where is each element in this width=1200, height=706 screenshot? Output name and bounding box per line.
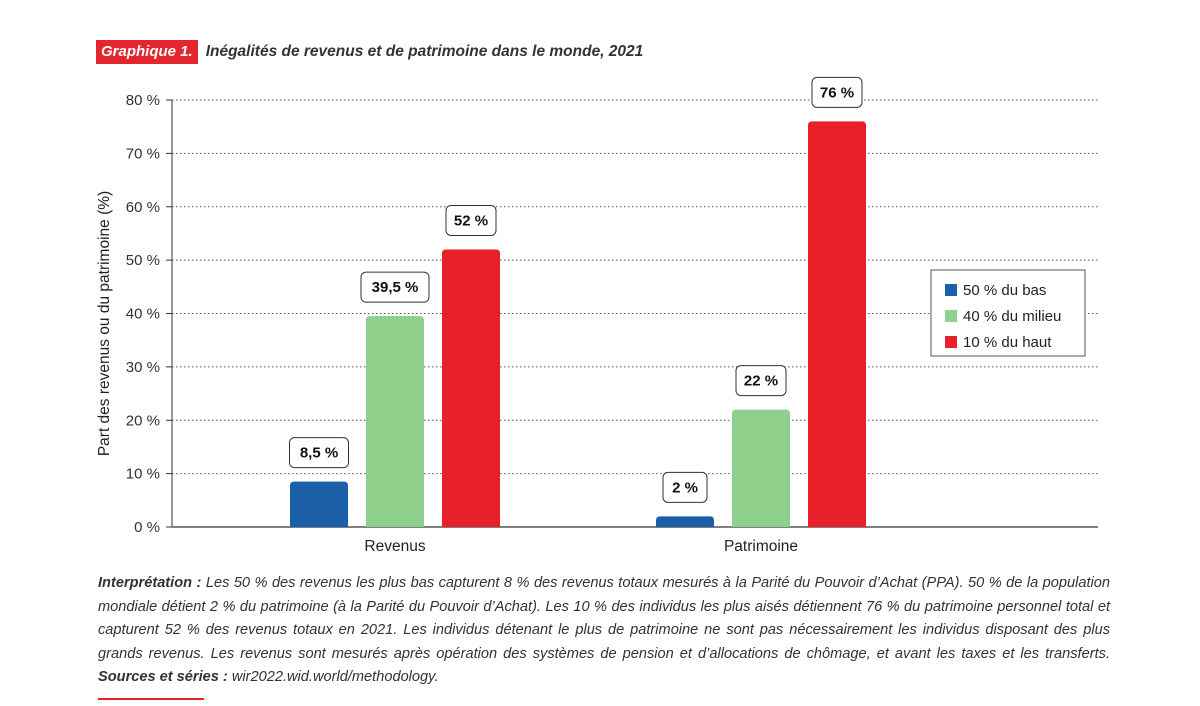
legend-swatch bbox=[945, 336, 957, 348]
data-label-box bbox=[662, 471, 708, 503]
y-tick-label: 10 % bbox=[126, 466, 160, 483]
y-tick-label: 70 % bbox=[126, 145, 160, 162]
data-label-box bbox=[811, 76, 863, 108]
note-lead: Interprétation : bbox=[98, 575, 202, 591]
figure-tag: Graphique 1. bbox=[96, 40, 198, 64]
y-tick-label: 40 % bbox=[126, 306, 160, 323]
legend-swatch bbox=[945, 310, 957, 322]
bar bbox=[290, 481, 348, 527]
note-body: Les 50 % des revenus les plus bas captur… bbox=[98, 575, 1110, 662]
y-tick-label: 30 % bbox=[126, 359, 160, 376]
bar-chart: 0 % 10 % 20 % 30 % 40 % 50 % 60 % 70 % 80 % Part … bbox=[96, 76, 1098, 555]
y-tick-label: 80 % bbox=[126, 92, 160, 109]
data-label: 22 % bbox=[744, 373, 778, 390]
y-axis-label: Part des revenus ou du patrimoine (%) bbox=[96, 191, 113, 456]
bar bbox=[656, 516, 714, 527]
data-label-box bbox=[445, 204, 497, 236]
y-tick-label: 0 % bbox=[134, 519, 160, 536]
data-label: 52 % bbox=[454, 212, 488, 229]
footer-rule bbox=[98, 698, 204, 700]
bar bbox=[808, 121, 866, 527]
bar bbox=[442, 249, 500, 527]
data-label: 2 % bbox=[672, 479, 698, 496]
data-label-box bbox=[735, 365, 787, 397]
data-label: 76 % bbox=[820, 84, 854, 101]
y-tick-label: 20 % bbox=[126, 412, 160, 429]
bar bbox=[366, 316, 424, 527]
interpretation-note: Interprétation : Les 50 % des revenus le… bbox=[98, 572, 1110, 690]
y-tick-label: 60 % bbox=[126, 199, 160, 216]
data-label-box bbox=[289, 437, 349, 469]
bar bbox=[732, 409, 790, 527]
sources-value: wir2022.wid.world/methodology. bbox=[227, 669, 439, 685]
legend-label: 50 % du bas bbox=[963, 282, 1046, 299]
data-label: 8,5 % bbox=[300, 445, 338, 462]
y-tick-label: 50 % bbox=[126, 252, 160, 269]
x-tick-label: Revenus bbox=[364, 538, 425, 555]
data-label: 39,5 % bbox=[372, 279, 419, 296]
chart-title: Graphique 1. Inégalités de revenus et de… bbox=[96, 39, 643, 65]
legend-swatch bbox=[945, 284, 957, 296]
data-label-box bbox=[360, 271, 430, 303]
figure-title: Inégalités de revenus et de patrimoine d… bbox=[205, 43, 644, 60]
legend-label: 40 % du milieu bbox=[963, 308, 1061, 325]
legend-label: 10 % du haut bbox=[963, 334, 1052, 351]
x-tick-label: Patrimoine bbox=[724, 538, 798, 555]
sources-label: Sources et séries : bbox=[98, 669, 228, 685]
